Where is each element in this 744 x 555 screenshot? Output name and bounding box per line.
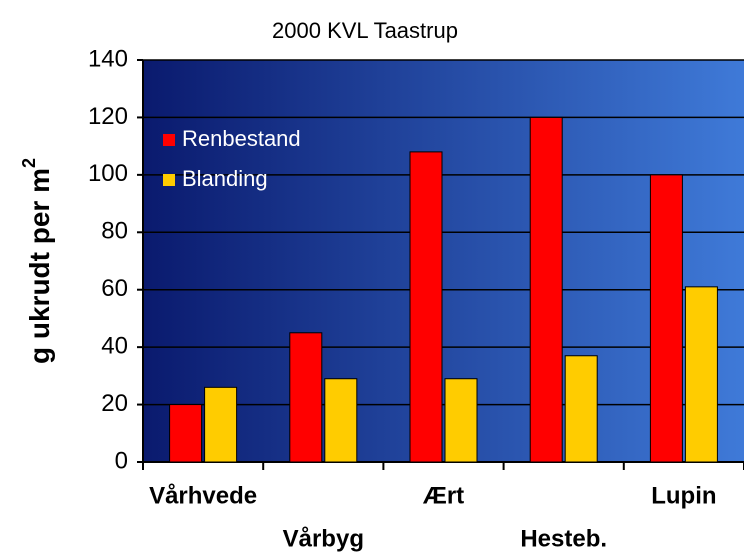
x-tick-label: Vårbyg — [283, 525, 364, 552]
y-tick-label: 100 — [88, 160, 128, 187]
x-tick-label: Ært — [423, 482, 464, 509]
y-tick-label: 40 — [101, 332, 128, 359]
y-tick-label: 60 — [101, 275, 128, 302]
y-axis-label-sup: 2 — [19, 158, 39, 168]
legend-swatch — [163, 174, 175, 186]
bar — [529, 116, 563, 463]
x-tick-label: Lupin — [651, 482, 716, 509]
y-tick-label: 20 — [101, 390, 128, 417]
bar — [289, 332, 323, 463]
legend-swatch — [163, 134, 175, 146]
legend-label: Blanding — [182, 166, 268, 191]
bar — [324, 378, 358, 463]
y-axis-label: g ukrudt per m2 — [19, 158, 56, 364]
y-axis-label-text: g ukrudt per m — [24, 168, 55, 364]
legend-label: Renbestand — [182, 126, 301, 151]
bar — [564, 355, 598, 463]
bar — [684, 286, 718, 463]
x-tick-label: Vårhvede — [149, 482, 257, 509]
y-tick-label: 140 — [88, 45, 128, 72]
chart-title: 2000 KVL Taastrup — [272, 18, 458, 43]
y-tick-label: 80 — [101, 218, 128, 245]
x-tick-label: Hesteb. — [520, 525, 607, 552]
bar — [444, 378, 478, 463]
y-tick-label: 0 — [115, 447, 128, 474]
bar — [169, 404, 203, 463]
y-tick-label: 120 — [88, 103, 128, 130]
bar — [204, 386, 238, 463]
bar — [409, 151, 443, 463]
bar — [649, 174, 683, 463]
plot-background — [143, 60, 744, 462]
